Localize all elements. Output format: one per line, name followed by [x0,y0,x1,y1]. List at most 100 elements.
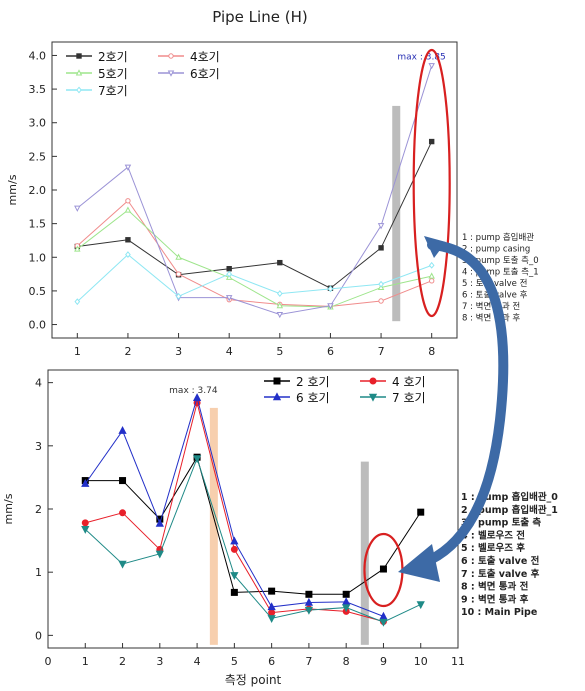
data-point [327,285,334,293]
legend-label: 6호기 [190,67,220,81]
series-line-2 [76,200,432,307]
data-point [124,164,132,171]
plot-frame [47,369,459,649]
x-tick-label: 8 [428,345,435,358]
legend: 2호기 4호기 5호기 6호기 7호기 [66,50,220,98]
data-point [342,604,351,613]
legend: 2 호기 4 호기 6 호기 7 호기 [264,375,426,405]
x-axis-label: 측정 point [225,673,282,687]
y-tick-label: 3.0 [29,117,47,130]
x-tick-label: 0 [45,655,52,668]
data-point [125,251,131,259]
y-tick-label: 0.0 [29,319,47,332]
side-legend: 1 : pump 흡입배관_02 : pump 흡입배관_13 : pump 토… [461,491,558,618]
side-legend-item: 1 : pump 흡입배관 [462,232,534,243]
y-tick-label: 0 [35,629,42,642]
data-point [119,477,127,485]
data-point [81,479,90,487]
series-line-5 [76,253,432,303]
x-tick-label: 1 [82,655,89,668]
side-legend-item: 3 : pump 토출 측 [461,517,541,529]
side-legend-item: 8 : 벽면 통과 후 [462,313,520,324]
side-legend-item: 7 : 토출 valve 후 [461,568,540,580]
data-point [304,597,314,606]
side-legend-item: 2 : pump 흡입배관_1 [461,504,558,516]
x-tick-label: 2 [124,345,131,358]
x-tick-label: 3 [156,655,163,668]
data-point [118,560,127,569]
data-point [428,272,435,279]
legend-marker [167,70,175,77]
x-tick-label: 10 [414,655,428,668]
connector-arrow-tail [424,236,446,258]
legend-label: 7호기 [98,84,128,98]
data-point [277,259,283,266]
legend-marker [76,53,82,59]
data-point [118,425,127,434]
chart-1: 1 2 3 4 5 6 7 8 0.0 0.5 1.0 1.5 2.0 2.5 3.0 3.5 4.0 mm/s m… [6,41,539,358]
highlight-ellipse [412,48,451,318]
legend-label: 4호기 [190,50,220,64]
data-point [268,609,276,617]
marker-bar [209,407,218,645]
max-annotation: max : 3.74 [169,386,218,396]
series-line-3 [77,209,432,308]
series-line-3 [84,395,384,617]
connector-arrow-body [425,240,509,565]
data-point [342,590,350,598]
data-point [267,602,276,611]
data-point [175,253,182,260]
legend-marker [272,392,282,401]
data-point [377,223,385,230]
x-tick-label: 9 [380,655,387,668]
data-point [192,393,202,401]
marker-bar [392,105,401,322]
legend-label: 4 호기 [392,375,426,389]
data-point [428,63,435,70]
y-tick-label: 4.0 [29,49,47,62]
y-axis-label: mm/s [6,174,19,205]
y-axis-label: mm/s [2,493,15,524]
y-tick-label: 2.5 [29,150,47,163]
page-title: Pipe Line (H) [212,8,308,26]
data-point [230,545,238,553]
side-legend-item: 9 : 벽면 통과 후 [461,593,529,605]
data-point [378,298,384,304]
y-tick-label: 2.0 [29,184,47,197]
y-tick-label: 1.5 [29,218,47,231]
data-point [175,271,182,277]
y-tick-label: 1 [35,566,42,579]
data-point [74,205,81,212]
legend-marker [75,69,83,76]
data-point [379,565,387,573]
data-point [125,237,131,243]
data-point [417,508,425,516]
data-point [155,550,164,559]
y-tick-label: 0.5 [29,285,47,298]
side-legend-item: 2 : pump casing [462,245,530,255]
data-point [230,536,239,545]
legend-marker [368,393,378,402]
data-point [378,245,384,251]
connector-arrow-head [398,544,440,582]
connector-arrow [398,236,509,582]
x-tick-label: 4 [194,655,201,668]
legend-marker [168,53,174,59]
series-line-4 [84,456,421,623]
side-legend-item: 10 : Main Pipe [461,607,537,618]
chart-2: 0 1 2 3 4 5 6 7 8 9 10 11 0 1 2 3 4 mm/s 측정 point max : 3.7… [2,369,558,687]
data-point [416,601,425,610]
side-legend-item: 6 : 토출 valve 전 [461,555,539,567]
data-point [226,270,233,278]
x-tick-label: 11 [451,655,465,668]
legend-label: 7 호기 [392,391,426,405]
y-tick-label: 3 [35,440,42,453]
side-legend-item: 5 : 벨로우즈 후 [461,542,525,554]
data-point [276,311,284,319]
legend-label: 2호기 [98,50,128,64]
data-point [124,206,132,213]
legend-marker [369,377,377,385]
data-point [305,590,313,598]
